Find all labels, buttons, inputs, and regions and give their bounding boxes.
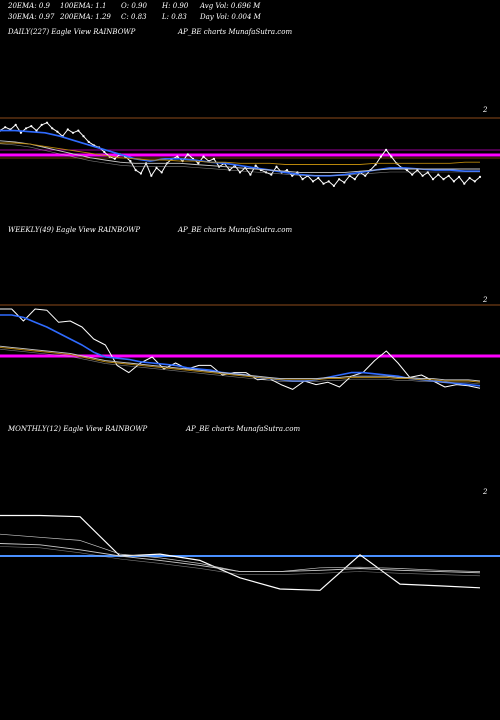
daily-ema-fast-line: [0, 129, 480, 177]
price-point: [139, 172, 142, 175]
daily-chart: [0, 117, 500, 187]
price-point: [212, 157, 215, 160]
price-point: [458, 175, 461, 178]
price-point: [202, 155, 205, 158]
price-point: [473, 180, 476, 183]
weekly-ema-long-line: [0, 346, 481, 383]
price-point: [176, 155, 179, 158]
price-point: [35, 129, 38, 132]
daily-ema-slow-line: [0, 140, 480, 173]
monthly-ema-slow-line: [0, 543, 481, 574]
price-point: [270, 173, 273, 176]
price-point: [421, 174, 424, 177]
price-point: [103, 150, 106, 154]
price-point: [66, 128, 69, 131]
price-point: [275, 165, 278, 168]
price-point: [285, 169, 289, 172]
price-point: [468, 176, 471, 180]
monthly-panel-label: MONTHLY(12) Eagle View RAINBOWP: [8, 425, 148, 433]
price-point: [25, 127, 28, 130]
price-point: [390, 155, 393, 158]
ema20-stat: 20EMA: 0.9: [8, 2, 50, 10]
price-point: [134, 169, 137, 172]
price-point: [353, 178, 356, 181]
price-point: [478, 175, 482, 178]
price-point: [291, 174, 294, 177]
price-point: [71, 131, 75, 134]
monthly-price-line: [0, 514, 481, 591]
weekly-ytick: 2: [483, 296, 488, 304]
price-point: [155, 166, 158, 169]
price-point: [77, 129, 80, 132]
price-point: [238, 171, 242, 174]
price-point: [186, 153, 189, 156]
price-point: [197, 162, 200, 165]
price-point: [411, 173, 414, 176]
price-point: [311, 180, 315, 183]
close-stat: C: 0.83: [121, 13, 147, 21]
price-point: [332, 184, 335, 187]
low-stat: L: 0.83: [162, 13, 187, 21]
price-point: [40, 123, 43, 126]
price-point: [14, 123, 17, 126]
price-point: [30, 125, 33, 128]
daily-ema-slow-line-band: [0, 143, 480, 176]
price-point: [437, 173, 440, 176]
avg-vol-stat: Avg Vol: 0.696 M: [200, 2, 261, 10]
price-point: [463, 182, 466, 185]
price-point: [343, 181, 346, 184]
monthly-panel-source: AP_BE charts MunafaSutra.com: [186, 425, 301, 433]
price-point: [426, 171, 429, 174]
weekly-ema-slow-line-band: [0, 348, 481, 385]
weekly-ema-slow-line: [0, 345, 481, 382]
daily-panel-label: DAILY(227) Eagle View RAINBOWP: [8, 28, 136, 36]
monthly-ytick: 2: [483, 488, 488, 496]
ema30-stat: 30EMA: 0.97: [8, 13, 55, 21]
weekly-panel-label: WEEKLY(49) Eagle View RAINBOWP: [8, 226, 141, 234]
price-point: [338, 178, 341, 181]
weekly-chart: [0, 304, 500, 390]
price-point: [431, 178, 435, 181]
price-point: [322, 182, 325, 185]
price-point: [317, 176, 320, 180]
price-point: [442, 178, 445, 181]
price-point: [452, 180, 455, 183]
price-point: [82, 135, 85, 138]
price-point: [87, 140, 90, 143]
price-point: [385, 148, 388, 151]
price-point: [249, 173, 252, 176]
day-vol-stat: Day Vol: 0.004 M: [200, 13, 261, 21]
price-point: [113, 157, 116, 160]
high-stat: H: 0.90: [162, 2, 189, 10]
price-point: [447, 174, 450, 177]
daily-ytick: 2: [483, 106, 488, 114]
price-point: [51, 127, 54, 130]
price-point: [379, 155, 382, 158]
weekly-panel-source: AP_BE charts MunafaSutra.com: [178, 226, 293, 234]
price-point: [254, 164, 257, 167]
daily-panel-source: AP_BE charts MunafaSutra.com: [178, 28, 293, 36]
price-point: [150, 174, 153, 177]
price-point: [56, 130, 59, 133]
price-point: [364, 174, 367, 177]
daily-ema-long-line: [0, 142, 480, 165]
price-point: [160, 171, 163, 174]
ema100-stat: 100EMA: 1.1: [60, 2, 107, 10]
price-point: [327, 180, 330, 183]
price-point: [301, 178, 304, 181]
price-point: [374, 163, 377, 166]
monthly-ema-slow-line-band: [0, 546, 481, 577]
monthly-chart: [0, 514, 500, 591]
price-point: [45, 121, 49, 124]
price-point: [19, 131, 22, 134]
price-point: [4, 126, 7, 129]
ema200-stat: 200EMA: 1.29: [60, 13, 111, 21]
open-stat: O: 0.90: [121, 2, 147, 10]
price-point: [129, 160, 132, 163]
monthly-ema-long-line: [0, 533, 481, 572]
weekly-price-line: [0, 308, 481, 390]
price-point: [405, 169, 409, 172]
